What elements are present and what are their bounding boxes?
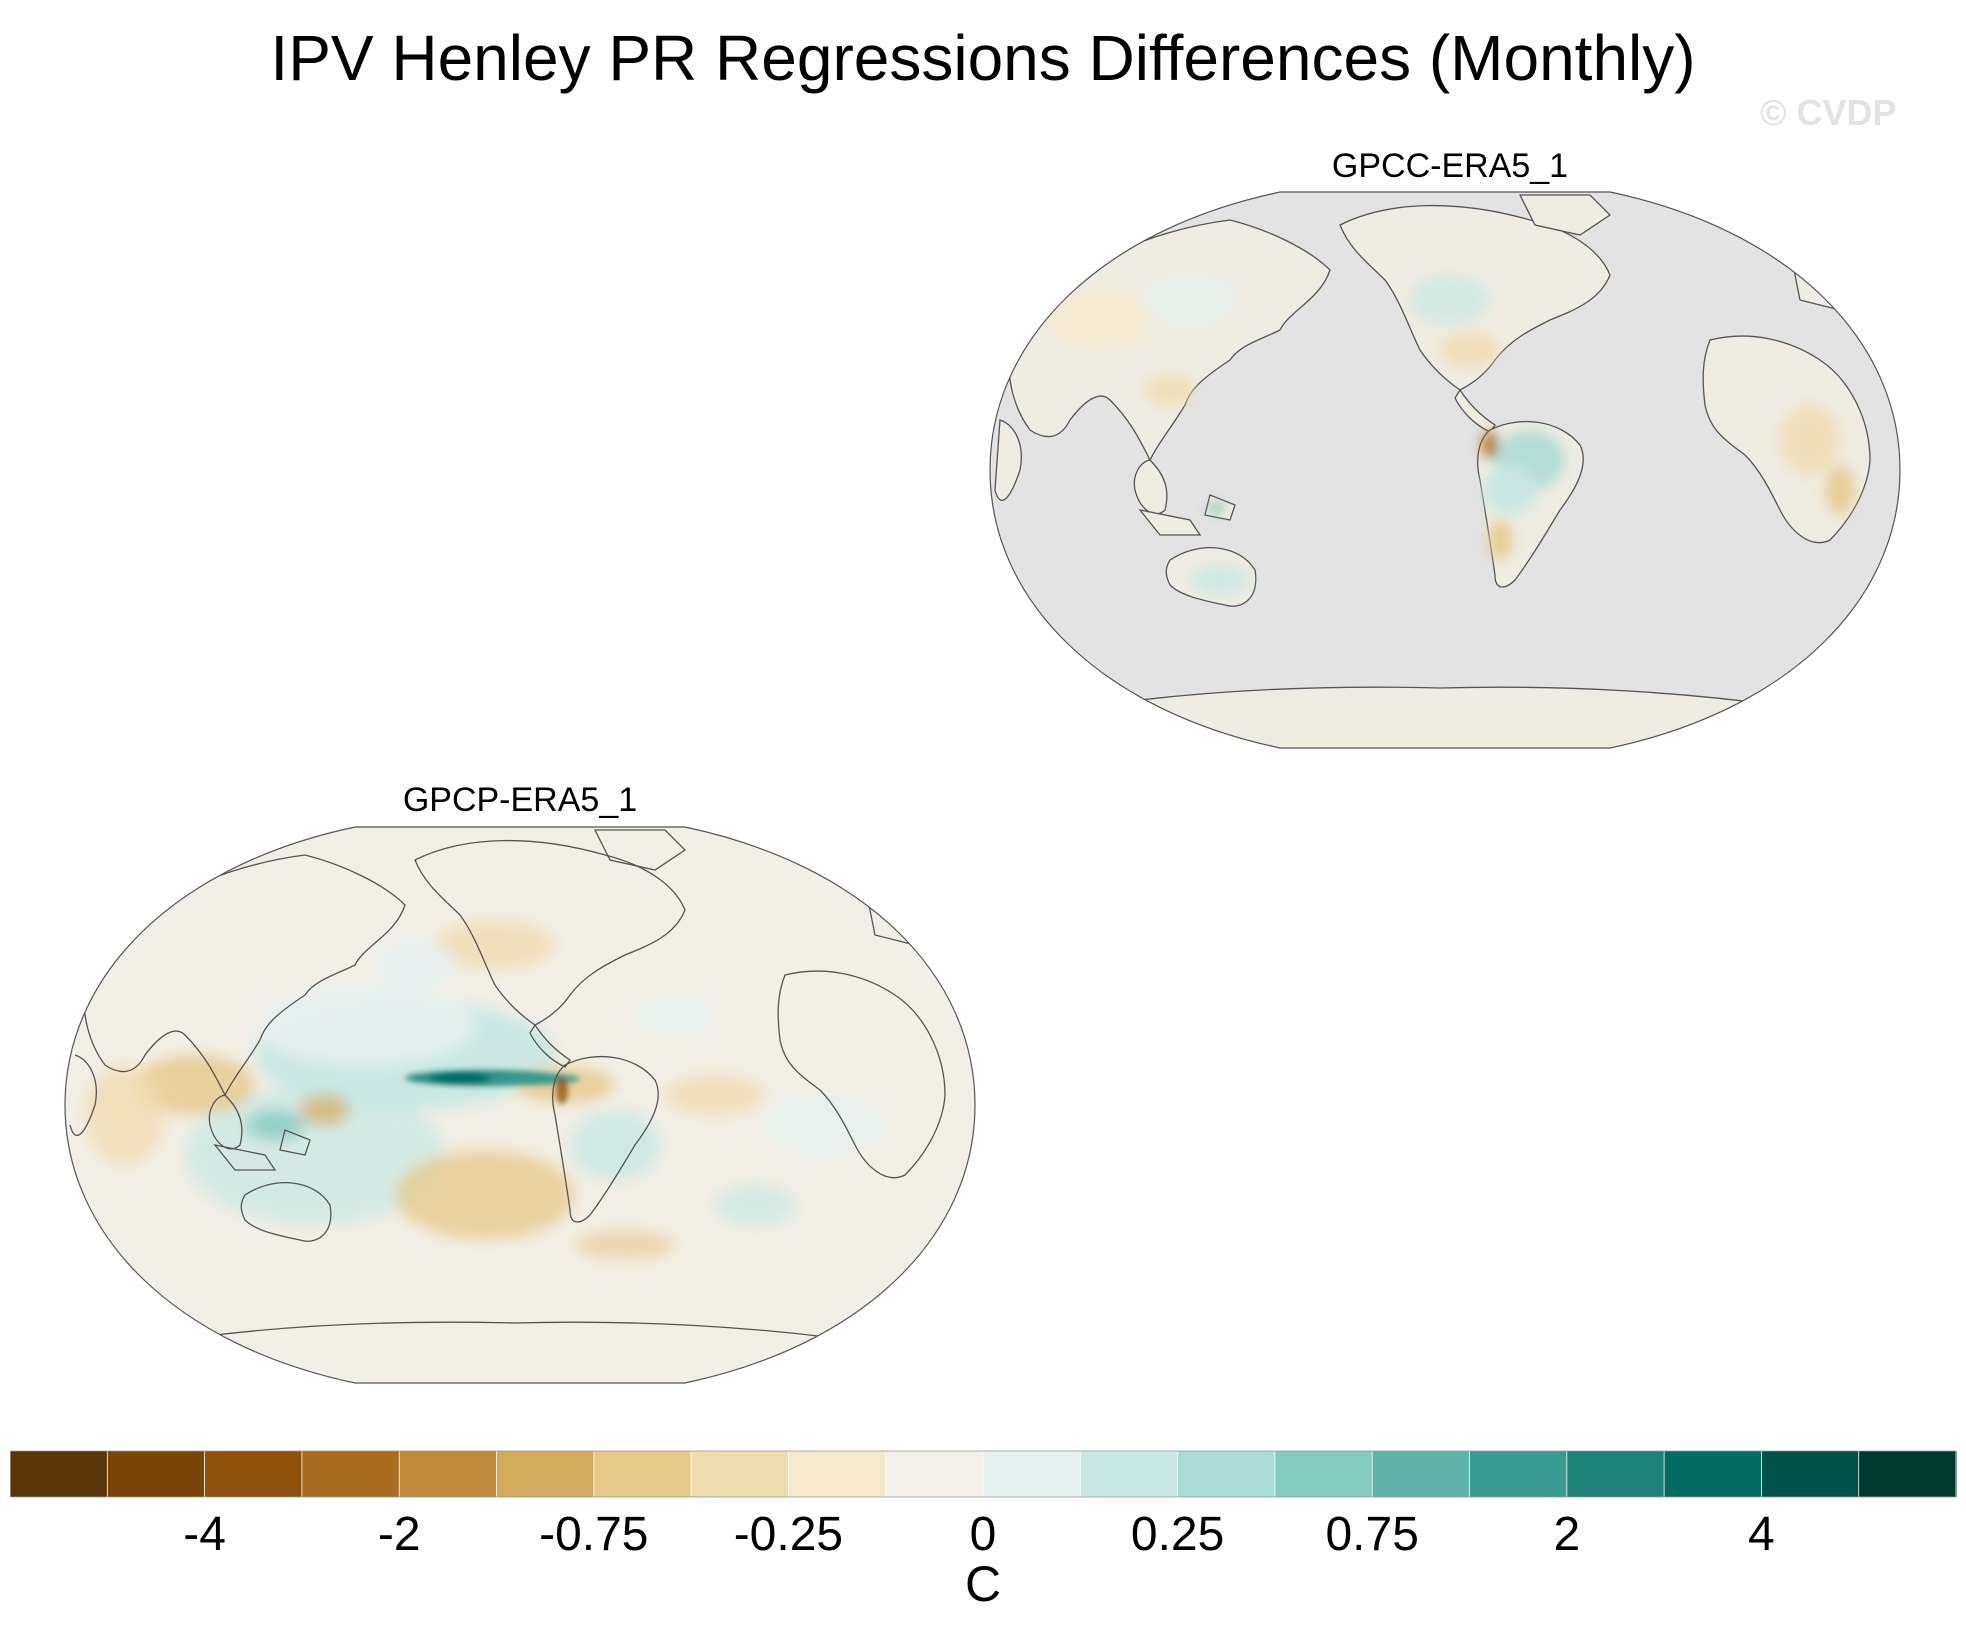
colorbar-swatch	[107, 1451, 206, 1497]
colorbar-swatch	[10, 1451, 108, 1497]
colorbar-tick-label: -2	[377, 1508, 421, 1561]
colorbar-swatch	[1858, 1451, 1957, 1497]
colorbar-tick-label: 2	[1553, 1508, 1581, 1561]
colorbar-swatch	[1177, 1451, 1276, 1497]
colorbar-swatch	[885, 1451, 984, 1497]
colorbar-tick-label: -0.75	[539, 1508, 649, 1561]
colorbar-swatch	[788, 1451, 887, 1497]
figure-title: IPV Henley PR Regressions Differences (M…	[270, 22, 1696, 94]
colorbar-swatch	[1566, 1451, 1665, 1497]
colorbar-tick-label: 0.25	[1130, 1508, 1225, 1561]
colorbar	[10, 1450, 1957, 1498]
map-panel-gpcp	[64, 826, 976, 1384]
colorbar-units-label: C	[964, 1556, 1002, 1612]
panel-title-gpcp: GPCP-ERA5_1	[402, 781, 638, 819]
itcz-anomaly-band	[405, 1070, 580, 1104]
colorbar-swatch	[1080, 1451, 1179, 1497]
colorbar-swatch	[1372, 1451, 1470, 1497]
precip-anomaly-shading	[85, 920, 885, 1260]
map-panel-gpcc	[989, 191, 1901, 749]
colorbar-tick-label: -0.25	[733, 1508, 844, 1561]
map-background	[65, 827, 975, 1383]
colorbar-swatch	[983, 1451, 1081, 1497]
colorbar-swatch	[1274, 1451, 1373, 1497]
colorbar-swatch	[1469, 1451, 1568, 1497]
map-outline	[64, 826, 976, 1384]
precip-anomaly-shading	[1050, 275, 1855, 595]
colorbar-swatch	[301, 1451, 400, 1497]
colorbar-tick-label: 4	[1748, 1508, 1775, 1561]
colorbar-border	[10, 1450, 1956, 1498]
colorbar-tick-label: -4	[183, 1508, 226, 1561]
colorbar-swatch	[1761, 1451, 1860, 1497]
colorbar-swatch	[399, 1451, 497, 1497]
panel-title-gpcc: GPCC-ERA5_1	[1331, 147, 1569, 185]
cvdp-watermark: © CVDP	[1760, 92, 1897, 133]
map-outline	[989, 191, 1901, 749]
colorbar-swatch	[1664, 1451, 1762, 1497]
colorbar-swatch	[593, 1451, 692, 1497]
colorbar-swatch	[691, 1451, 789, 1497]
colorbar-swatch	[496, 1451, 595, 1497]
colorbar-tick-label: 0.75	[1325, 1508, 1419, 1561]
colorbar-swatch	[204, 1451, 303, 1497]
colorbar-tick-label: 0	[969, 1508, 997, 1561]
